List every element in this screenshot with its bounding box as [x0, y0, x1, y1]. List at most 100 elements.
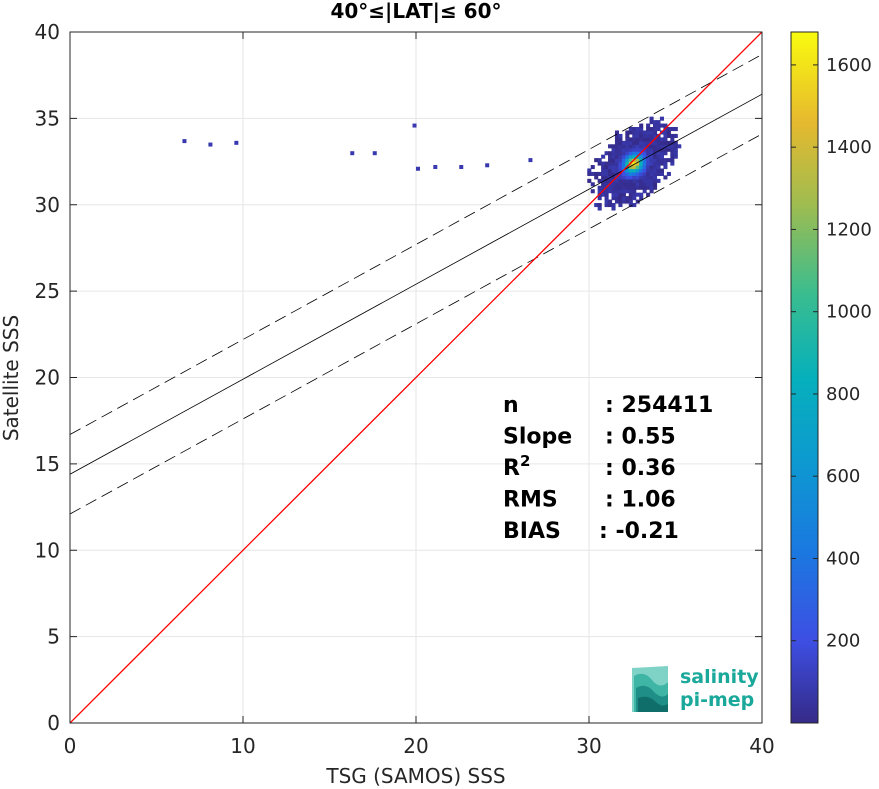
heatmap-cell: [604, 199, 609, 204]
heatmap-cell: [673, 151, 678, 156]
x-axis-label: TSG (SAMOS) SSS: [325, 764, 505, 788]
heatmap-cell: [659, 161, 664, 166]
heatmap-cell: [632, 192, 637, 197]
heatmap-cell: [663, 175, 668, 180]
heatmap-cell: [639, 147, 644, 152]
heatmap-cell: [653, 161, 658, 166]
heatmap-cell: [642, 178, 647, 183]
heatmap-cell: [621, 175, 626, 180]
stat-label: BIAS: [503, 519, 561, 544]
heatmap-cell: [653, 165, 658, 170]
heatmap-cell: [666, 140, 671, 145]
heatmap-cell: [621, 144, 626, 149]
heatmap-cell: [635, 175, 640, 180]
heatmap-cell: [642, 168, 647, 173]
heatmap-cell: [653, 144, 658, 149]
heatmap-cell: [590, 165, 595, 170]
heatmap-cell: [614, 133, 620, 138]
heatmap-cell: [659, 147, 664, 152]
heatmap-cell: [666, 171, 671, 176]
heatmap-cell: [649, 182, 654, 187]
heatmap-cell: [618, 144, 623, 149]
heatmap-cell: [608, 168, 613, 173]
heatmap-cell: [618, 196, 623, 201]
heatmap-cell: [646, 151, 651, 156]
heatmap-cell: [642, 154, 647, 159]
heatmap-cell: [608, 203, 613, 208]
heatmap-cell: [635, 171, 640, 176]
heatmap-cell: [611, 144, 616, 149]
heatmap-cell: [611, 165, 616, 170]
heatmap-cell: [673, 127, 678, 132]
heatmap-cell: [614, 178, 620, 183]
outlier-cell: [350, 151, 355, 156]
heatmap-cell: [639, 137, 644, 142]
colorbar-tick-label: 1000: [826, 302, 872, 323]
heatmap-cell: [663, 140, 668, 145]
heatmap-cell: [642, 151, 647, 156]
heatmap-cell: [604, 175, 609, 180]
heatmap-cell: [656, 168, 661, 173]
heatmap-cell: [656, 154, 661, 159]
heatmap-cell: [653, 120, 658, 125]
heatmap-cell: [614, 140, 620, 145]
confidence-band-line: [70, 54, 762, 435]
heatmap-cell: [639, 133, 644, 138]
heatmap-cell: [618, 165, 623, 170]
heatmap-cell: [642, 175, 647, 180]
heatmap-cell: [611, 206, 616, 211]
heatmap-cell: [653, 171, 658, 176]
heatmap-cell: [639, 192, 644, 197]
heatmap-cell: [639, 127, 644, 132]
heatmap-cell: [663, 123, 668, 128]
outlier-cell: [416, 166, 420, 171]
heatmap-cell: [642, 171, 647, 176]
heatmap-cell: [639, 175, 644, 180]
heatmap-cell: [635, 144, 640, 149]
heatmap-cell: [628, 185, 633, 190]
outlier-cell: [433, 165, 438, 170]
heatmap-cell: [670, 137, 675, 142]
heatmap-cell: [587, 168, 592, 173]
heatmap-cell: [632, 127, 637, 132]
heatmap-cell: [642, 182, 647, 187]
heatmap-cell: [635, 178, 640, 183]
heatmap-cell: [601, 175, 606, 180]
heatmap-cell: [670, 151, 675, 156]
heatmap-cell: [649, 147, 654, 152]
heatmap-cell: [642, 165, 647, 170]
heatmap-cell: [621, 151, 626, 156]
heatmap-cell: [656, 158, 661, 163]
heatmap-cell: [632, 196, 637, 201]
colorbar-tick-label: 1600: [826, 55, 872, 76]
heatmap-cell: [642, 140, 647, 145]
heatmap-cell: [597, 189, 602, 194]
heatmap-cell: [666, 158, 671, 163]
heatmap-cell: [649, 168, 654, 173]
heatmap-cell: [625, 144, 630, 149]
heatmap-cell: [642, 189, 647, 194]
heatmap-cell: [625, 175, 630, 180]
heatmap-cell: [646, 140, 651, 145]
heatmap-cell: [635, 165, 640, 170]
density-heatmap: [182, 116, 682, 211]
heatmap-cell: [594, 158, 599, 163]
heatmap-cell: [673, 140, 678, 145]
heatmap-cell: [649, 158, 654, 163]
heatmap-cell: [621, 189, 626, 194]
heatmap-cell: [673, 144, 678, 149]
heatmap-cell: [656, 147, 661, 152]
colorbar-tick-label: 600: [826, 466, 860, 487]
heatmap-cell: [666, 147, 671, 152]
heatmap-cell: [646, 123, 651, 128]
heatmap-cell: [659, 154, 664, 159]
heatmap-cell: [614, 182, 620, 187]
heatmap-cell: [663, 144, 668, 149]
stat-value: : 1.06: [605, 488, 676, 513]
heatmap-cell: [642, 185, 647, 190]
heatmap-cell: [625, 168, 630, 173]
heatmap-cell: [666, 144, 671, 149]
heatmap-cell: [659, 168, 664, 173]
heatmap-cell: [608, 185, 613, 190]
